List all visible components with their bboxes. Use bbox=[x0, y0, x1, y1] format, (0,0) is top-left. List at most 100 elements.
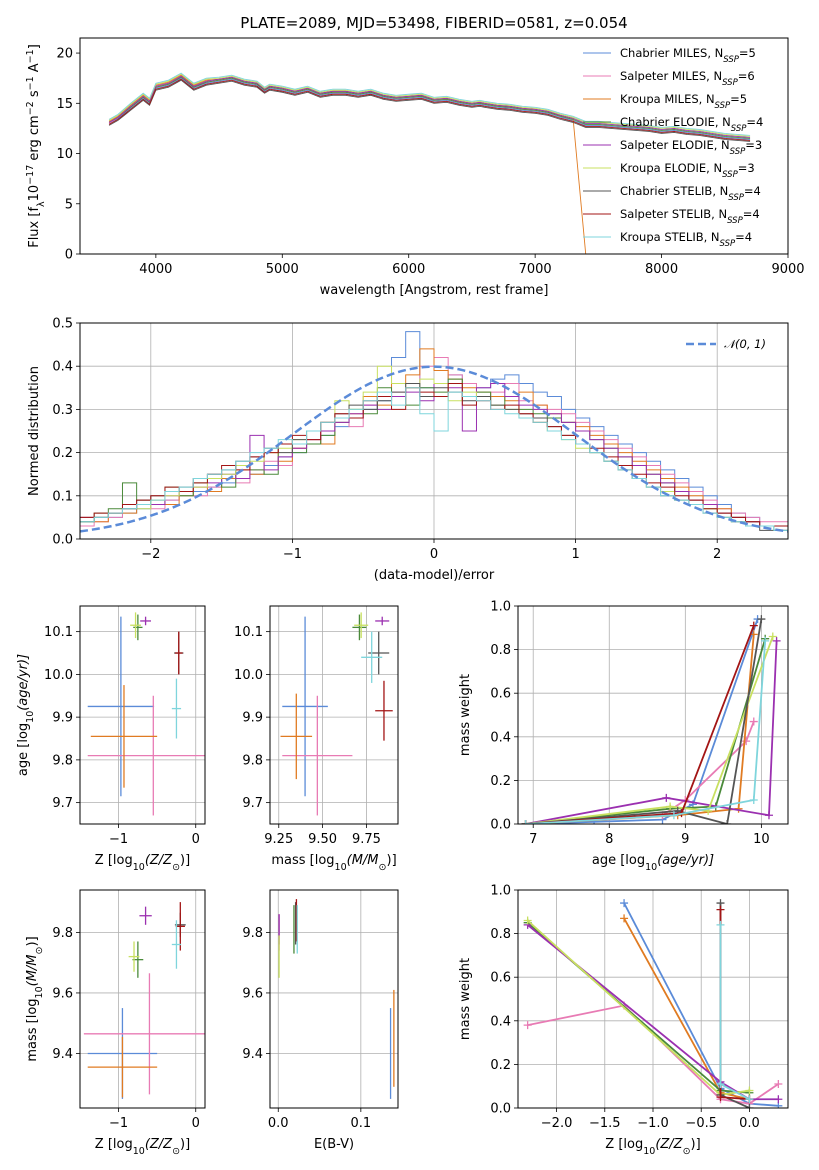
legend-entry: Kroupa ELODIE, NSSP=3 bbox=[620, 161, 755, 180]
spectrum-series-line bbox=[108, 76, 751, 139]
z-weight-frame bbox=[517, 889, 789, 1109]
spectrum-x-tick-label: 9000 bbox=[771, 262, 804, 277]
z-weight-series-line bbox=[623, 917, 750, 1101]
legend-entry: Chabrier MILES, NSSP=5 bbox=[620, 46, 756, 65]
z-weight-x-tick-label: 0.0 bbox=[739, 1116, 760, 1131]
age-weight-marker bbox=[669, 811, 678, 820]
age-weight-y-tick-label: 0.4 bbox=[490, 730, 511, 745]
z-age-y-tick-label: 9.7 bbox=[52, 796, 73, 811]
residuals-plot-area bbox=[80, 331, 788, 539]
z-age-y-tick-label: 10.0 bbox=[44, 668, 73, 683]
age-weight-marker bbox=[761, 636, 770, 645]
age-weight-ylabel: mass weight bbox=[458, 674, 473, 756]
z-mass-ylabel-part: 10 bbox=[34, 986, 45, 998]
z-age-y-tick-label: 9.9 bbox=[52, 711, 73, 726]
age-weight-marker bbox=[749, 796, 758, 805]
z-weight-y-tick-label: 0.8 bbox=[490, 927, 511, 942]
spectrum-xlabel: wavelength [Angstrom, rest frame] bbox=[320, 283, 549, 298]
z-weight-marker bbox=[774, 1095, 783, 1104]
spectrum-ylabel-part: Flux [f bbox=[27, 207, 42, 248]
age-weight-y-tick-label: 0.0 bbox=[490, 818, 511, 833]
residuals: −2 −1 0 1 2 0.0 0.1 0.2 0.3 0.4 0.5 𝒩(0, 1) (data-mo… bbox=[27, 317, 789, 583]
legend-value: =4 bbox=[744, 184, 761, 198]
spectrum-series-line bbox=[108, 78, 751, 141]
spectrum-ylabel-part: s bbox=[27, 90, 42, 101]
mass-age-xlabel: mass [log10(M/M⊙)] bbox=[271, 853, 396, 873]
residuals-y-tick-label: 0.4 bbox=[52, 360, 73, 375]
z-mass-plot-area bbox=[83, 902, 205, 1099]
z-mass-xlabel-part: Z [log bbox=[95, 1137, 133, 1152]
mass-age-x-tick-label: 9.75 bbox=[352, 832, 381, 847]
z-mass: −1 09.49.69.8Z [log10(Z/Z⊙)]mass [log10(M… bbox=[25, 889, 206, 1157]
z-age-plot-area bbox=[87, 612, 205, 816]
spectrum-ylabel-part: ] bbox=[27, 44, 42, 49]
mass-age-y-tick-label: 9.7 bbox=[242, 796, 263, 811]
age-weight-series-line bbox=[525, 640, 767, 824]
legend-prefix: Kroupa MILES, N bbox=[620, 92, 715, 106]
spectrum-y-tick-label: 5 bbox=[65, 197, 73, 212]
z-weight-marker bbox=[745, 1095, 754, 1104]
spectrum-x-tick-label: 8000 bbox=[645, 262, 678, 277]
age-weight-plot-area bbox=[521, 615, 781, 824]
legend-sub: SSP bbox=[731, 124, 747, 134]
age-weight-series-line bbox=[525, 638, 767, 824]
legend-sub: SSP bbox=[727, 216, 743, 226]
age-weight-y-tick-label: 0.2 bbox=[490, 774, 511, 789]
ebv-mass-y-tick-label: 9.8 bbox=[242, 926, 263, 941]
legend-prefix: Salpeter ELODIE, N bbox=[620, 138, 730, 152]
legend-value: =4 bbox=[735, 230, 752, 244]
spectrum-ylabel-part: λ bbox=[36, 201, 47, 207]
z-weight-series-line bbox=[719, 924, 750, 1101]
residuals-y-tick-label: 0.0 bbox=[52, 533, 73, 548]
ebv-mass: 0.0 0.1 9.4 9.6 9.8 E(B-V) bbox=[242, 889, 399, 1152]
z-weight-marker bbox=[620, 899, 629, 908]
age-weight-marker bbox=[734, 804, 743, 813]
mass-age-xlabel-part: (M/M bbox=[347, 853, 379, 868]
z-weight-x-tick-label: −2.0 bbox=[541, 1116, 573, 1131]
z-age-ylabel-part: (age/yr)] bbox=[16, 654, 31, 711]
legend-sub: SSP bbox=[723, 55, 739, 65]
age-weight-x-tick-label: 9 bbox=[681, 832, 689, 847]
z-weight-series-line bbox=[719, 909, 750, 1101]
z-mass-xlabel-part: (Z/Z bbox=[145, 1137, 173, 1152]
ebv-mass-plot-area bbox=[278, 899, 395, 1099]
z-age-xlabel-part: )] bbox=[180, 853, 190, 868]
residuals-x-tick-label: 0 bbox=[430, 547, 438, 562]
residuals-x-tick-label: −1 bbox=[283, 547, 302, 562]
spectrum-y-tick-label: 10 bbox=[56, 147, 73, 162]
residuals-ylabel: Normed distribution bbox=[27, 366, 42, 496]
residuals-x-tick-label: 1 bbox=[571, 547, 579, 562]
legend-sub: SSP bbox=[715, 101, 731, 111]
spectrum-series-line bbox=[108, 77, 751, 140]
z-weight-xlabel: Z [log10(Z/Z⊙)] bbox=[605, 1137, 700, 1157]
z-age-frame bbox=[79, 605, 206, 825]
legend-value: =3 bbox=[745, 138, 762, 152]
z-weight-marker bbox=[523, 1021, 532, 1030]
z-weight-xlabel-part: ⊙ bbox=[683, 1146, 691, 1157]
age-weight-marker bbox=[521, 820, 530, 824]
z-weight-xlabel-part: (Z/Z bbox=[655, 1137, 683, 1152]
legend-prefix: Chabrier ELODIE, N bbox=[620, 115, 731, 129]
z-mass-xlabel-part: )] bbox=[180, 1137, 190, 1152]
z-age-xlabel: Z [log10(Z/Z⊙)] bbox=[95, 853, 190, 873]
z-weight-marker bbox=[716, 1080, 725, 1089]
legend-sub: SSP bbox=[722, 170, 738, 180]
residuals-xlabel: (data-model)/error bbox=[374, 568, 495, 583]
z-weight-series-line bbox=[527, 924, 779, 1101]
z-mass-frame bbox=[79, 889, 206, 1109]
legend-value: =4 bbox=[746, 115, 763, 129]
age-weight-marker bbox=[749, 621, 758, 630]
z-weight-marker bbox=[716, 1093, 725, 1102]
age-weight-marker bbox=[764, 811, 773, 820]
z-mass-x-tick-label: −1 bbox=[109, 1116, 128, 1131]
legend-sub: SSP bbox=[728, 193, 744, 203]
spectrum-x-tick-label: 5000 bbox=[266, 262, 299, 277]
mass-age: 9.25 9.50 9.75 9.7 9.8 9.9 10.0 10.1 mass [log10… bbox=[234, 605, 399, 873]
legend-entry: Salpeter ELODIE, NSSP=3 bbox=[620, 138, 762, 157]
z-mass-ylabel: mass [log10(M/M⊙)] bbox=[25, 936, 45, 1061]
residuals-y-tick-label: 0.1 bbox=[52, 489, 73, 504]
z-weight-plot-area bbox=[523, 899, 783, 1108]
age-weight-marker bbox=[742, 737, 751, 746]
